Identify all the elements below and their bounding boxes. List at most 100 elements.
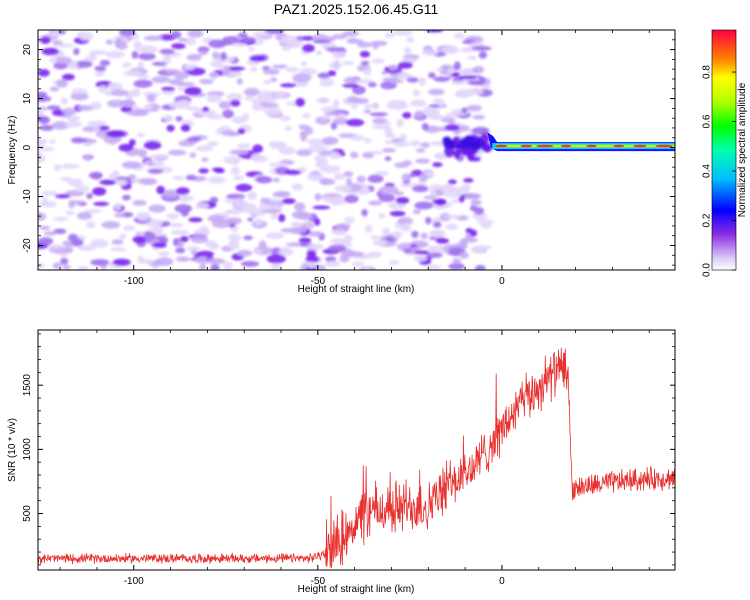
noise-blob bbox=[341, 61, 355, 65]
noise-blob bbox=[434, 198, 447, 206]
noise-blob bbox=[149, 226, 164, 234]
noise-blob bbox=[461, 68, 475, 76]
signal-band bbox=[487, 132, 675, 152]
noise-blob bbox=[210, 264, 220, 270]
noise-blob bbox=[401, 173, 412, 182]
x-tick-label: 0 bbox=[499, 576, 505, 587]
noise-blob bbox=[332, 34, 348, 40]
noise-blob bbox=[279, 115, 291, 122]
noise-blob bbox=[412, 89, 421, 97]
noise-blob bbox=[262, 103, 280, 108]
noise-blob bbox=[242, 36, 256, 43]
noise-blob bbox=[170, 222, 184, 228]
noise-blob bbox=[180, 124, 191, 132]
noise-blob bbox=[112, 169, 120, 177]
noise-blob bbox=[79, 32, 94, 41]
noise-blob bbox=[465, 228, 474, 234]
noise-blob bbox=[133, 79, 153, 88]
noise-blob bbox=[440, 64, 451, 70]
noise-blob bbox=[328, 244, 347, 252]
noise-blob bbox=[253, 248, 263, 254]
noise-blob bbox=[399, 133, 407, 141]
noise-blob bbox=[313, 39, 331, 44]
noise-blob bbox=[186, 53, 202, 61]
noise-blob bbox=[218, 101, 232, 109]
noise-blob bbox=[120, 106, 133, 113]
noise-blob bbox=[330, 122, 338, 130]
noise-blob bbox=[361, 208, 368, 217]
noise-blob bbox=[38, 111, 45, 117]
top-x-axis-label: Height of straight line (km) bbox=[298, 284, 415, 295]
noise-blob bbox=[464, 89, 484, 95]
noise-blob bbox=[176, 82, 196, 87]
noise-blob bbox=[383, 120, 391, 127]
noise-blob bbox=[397, 61, 413, 69]
signal-peak bbox=[586, 144, 597, 148]
noise-blob bbox=[48, 244, 66, 249]
top-y-axis-label: Frequency (Hz) bbox=[7, 116, 18, 185]
noise-blob bbox=[46, 105, 61, 111]
y-tick-label: -20 bbox=[22, 238, 33, 253]
noise-blob bbox=[420, 142, 430, 149]
noise-blob bbox=[349, 135, 365, 141]
noise-blob bbox=[121, 161, 142, 169]
noise-blob bbox=[427, 245, 436, 254]
noise-blob bbox=[393, 30, 413, 36]
noise-blob bbox=[299, 67, 317, 76]
noise-blob bbox=[40, 190, 59, 196]
noise-blob bbox=[426, 113, 444, 120]
noise-blob bbox=[422, 49, 438, 56]
noise-blob bbox=[395, 197, 410, 204]
noise-blob bbox=[397, 72, 412, 80]
noise-blob bbox=[414, 110, 424, 119]
noise-blob bbox=[137, 148, 148, 158]
noise-blob bbox=[54, 194, 71, 199]
noise-blob bbox=[304, 126, 313, 135]
noise-blob bbox=[184, 86, 202, 96]
noise-blob bbox=[53, 164, 61, 172]
noise-blob bbox=[367, 82, 377, 88]
noise-blob bbox=[83, 209, 103, 214]
noise-blob bbox=[220, 52, 227, 61]
noise-blob bbox=[161, 86, 176, 91]
noise-blob bbox=[138, 45, 159, 54]
noise-blob bbox=[343, 171, 354, 178]
noise-blob bbox=[321, 136, 339, 145]
noise-blob bbox=[52, 262, 62, 269]
noise-blob bbox=[250, 153, 262, 162]
noise-blob bbox=[175, 247, 186, 254]
noise-blob bbox=[473, 65, 485, 74]
noise-blob bbox=[373, 239, 388, 246]
noise-blob bbox=[252, 31, 272, 37]
noise-blob bbox=[174, 204, 193, 213]
noise-blob bbox=[38, 147, 55, 152]
noise-blob bbox=[262, 68, 280, 75]
bottom-y-axis-label: SNR (10 * v/v) bbox=[7, 418, 18, 482]
noise-blob bbox=[114, 212, 125, 218]
noise-blob bbox=[226, 217, 243, 225]
noise-blob bbox=[332, 117, 349, 125]
noise-blob bbox=[344, 194, 359, 204]
noise-blob bbox=[421, 122, 429, 131]
noise-blob bbox=[178, 37, 189, 42]
noise-blob bbox=[384, 156, 392, 162]
noise-blob bbox=[151, 61, 167, 66]
noise-blob bbox=[247, 217, 254, 222]
noise-blob bbox=[73, 47, 80, 56]
noise-blob bbox=[206, 114, 224, 120]
noise-blob bbox=[441, 185, 455, 193]
noise-blob bbox=[143, 35, 164, 41]
noise-blob bbox=[250, 66, 258, 73]
noise-blob bbox=[199, 78, 214, 85]
y-tick-label: 10 bbox=[22, 93, 33, 105]
noise-blob bbox=[263, 106, 282, 116]
noise-blob bbox=[268, 162, 287, 167]
noise-blob bbox=[281, 45, 292, 51]
x-tick-label: -50 bbox=[311, 276, 326, 287]
noise-blob bbox=[334, 185, 352, 192]
noise-blob bbox=[461, 107, 468, 114]
noise-blob bbox=[382, 227, 391, 237]
noise-blob bbox=[402, 160, 413, 166]
noise-blob bbox=[90, 259, 110, 266]
